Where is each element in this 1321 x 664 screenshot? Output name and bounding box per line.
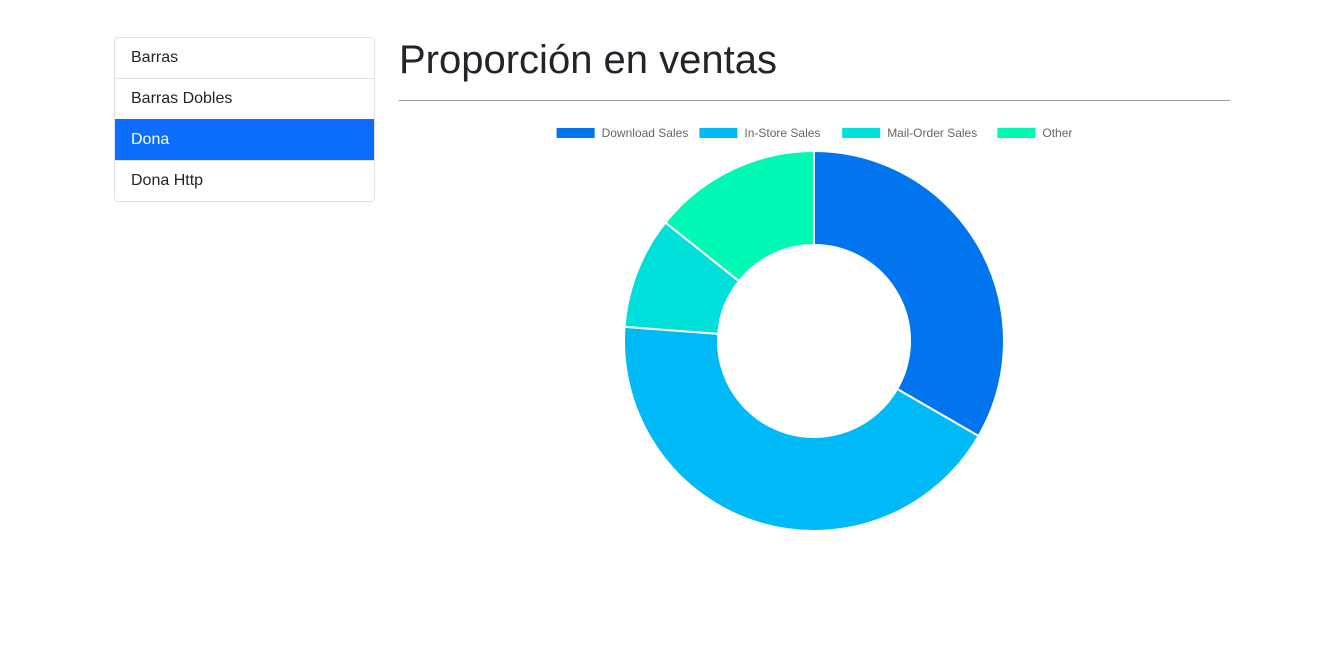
page-title: Proporción en ventas — [399, 38, 778, 82]
legend-label-mail-order-sales[interactable]: Mail-Order Sales — [887, 126, 977, 140]
slice-download-sales[interactable] — [813, 149, 1005, 438]
title-divider — [399, 100, 1230, 101]
sidebar-item-barras-dobles[interactable]: Barras Dobles — [115, 78, 374, 119]
legend-swatch-download-sales[interactable] — [556, 128, 595, 138]
legend-swatch-other[interactable] — [997, 128, 1036, 138]
sidebar-item-dona-http[interactable]: Dona Http — [115, 160, 374, 201]
sidebar-item-barras[interactable]: Barras — [115, 38, 374, 78]
legend-swatch-in-store-sales[interactable] — [699, 128, 738, 138]
legend-label-download-sales[interactable]: Download Sales — [602, 126, 689, 140]
chart-canvas: Download Sales In-Store Sales Mail-Order S… — [556, 126, 1072, 532]
sidebar-menu: Barras Barras Dobles Dona Dona Http — [114, 37, 375, 202]
main-content: Proporción en ventas — [399, 30, 1230, 101]
sidebar-item-dona[interactable]: Dona — [115, 119, 374, 160]
doughnut-chart: Download Sales In-Store Sales Mail-Order S… — [399, 120, 1230, 540]
legend-swatch-mail-order-sales[interactable] — [842, 128, 881, 138]
legend-label-in-store-sales[interactable]: In-Store Sales — [744, 126, 820, 140]
legend-label-other[interactable]: Other — [1042, 126, 1072, 140]
slice-in-store-sales[interactable] — [623, 325, 980, 532]
slice-other[interactable] — [664, 149, 815, 283]
